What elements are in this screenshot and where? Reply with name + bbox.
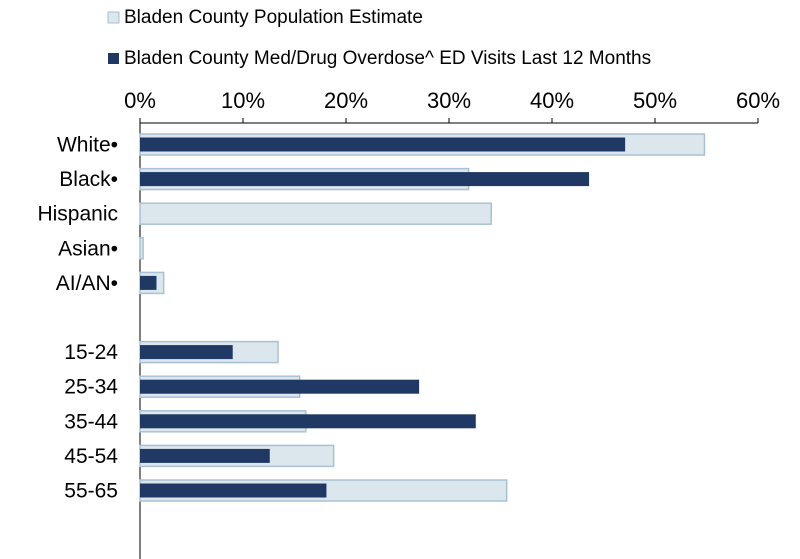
category-label: 35-44 [64,410,118,433]
legend: Bladen County Population Estimate Bladen… [107,7,651,69]
x-tick-label: 0% [124,88,156,113]
overdose-bar [140,414,476,429]
x-tick-label: 60% [736,88,780,113]
overdose-bar [140,483,327,498]
population-bar [139,237,144,260]
category-label: AI/AN• [56,272,118,295]
category-label: Asian• [58,237,118,260]
category-label: 45-54 [64,445,118,468]
overdose-bar [140,172,590,187]
legend-swatch-overdose [108,53,119,64]
category-label: 15-24 [64,341,118,364]
overdose-bar [140,137,626,152]
category-label: 25-34 [64,376,118,399]
x-axis: 0% 10% 20% 30% 40% 50% 60% [124,88,780,559]
category-label: Hispanic [37,203,118,226]
legend-label-overdose: Bladen County Med/Drug Overdose^ ED Visi… [124,48,651,69]
x-tick-label: 30% [427,88,471,113]
x-tick-label: 20% [324,88,368,113]
overdose-bar [140,448,270,463]
category-label: 55-65 [64,480,118,503]
legend-label-population: Bladen County Population Estimate [124,7,423,28]
category-labels: White• Black• Hispanic Asian• AI/AN• 15-24 25-… [37,134,118,503]
overdose-bar [140,275,157,290]
legend-swatch-population [107,11,120,24]
x-tick-label: 10% [221,88,265,113]
category-label: White• [57,134,118,157]
x-tick-label: 40% [530,88,574,113]
overdose-bar [140,379,420,394]
population-bar [139,202,492,225]
bars [139,133,706,502]
overdose-bar [140,345,233,360]
x-tick-label: 50% [633,88,677,113]
category-label: Black• [59,168,118,191]
